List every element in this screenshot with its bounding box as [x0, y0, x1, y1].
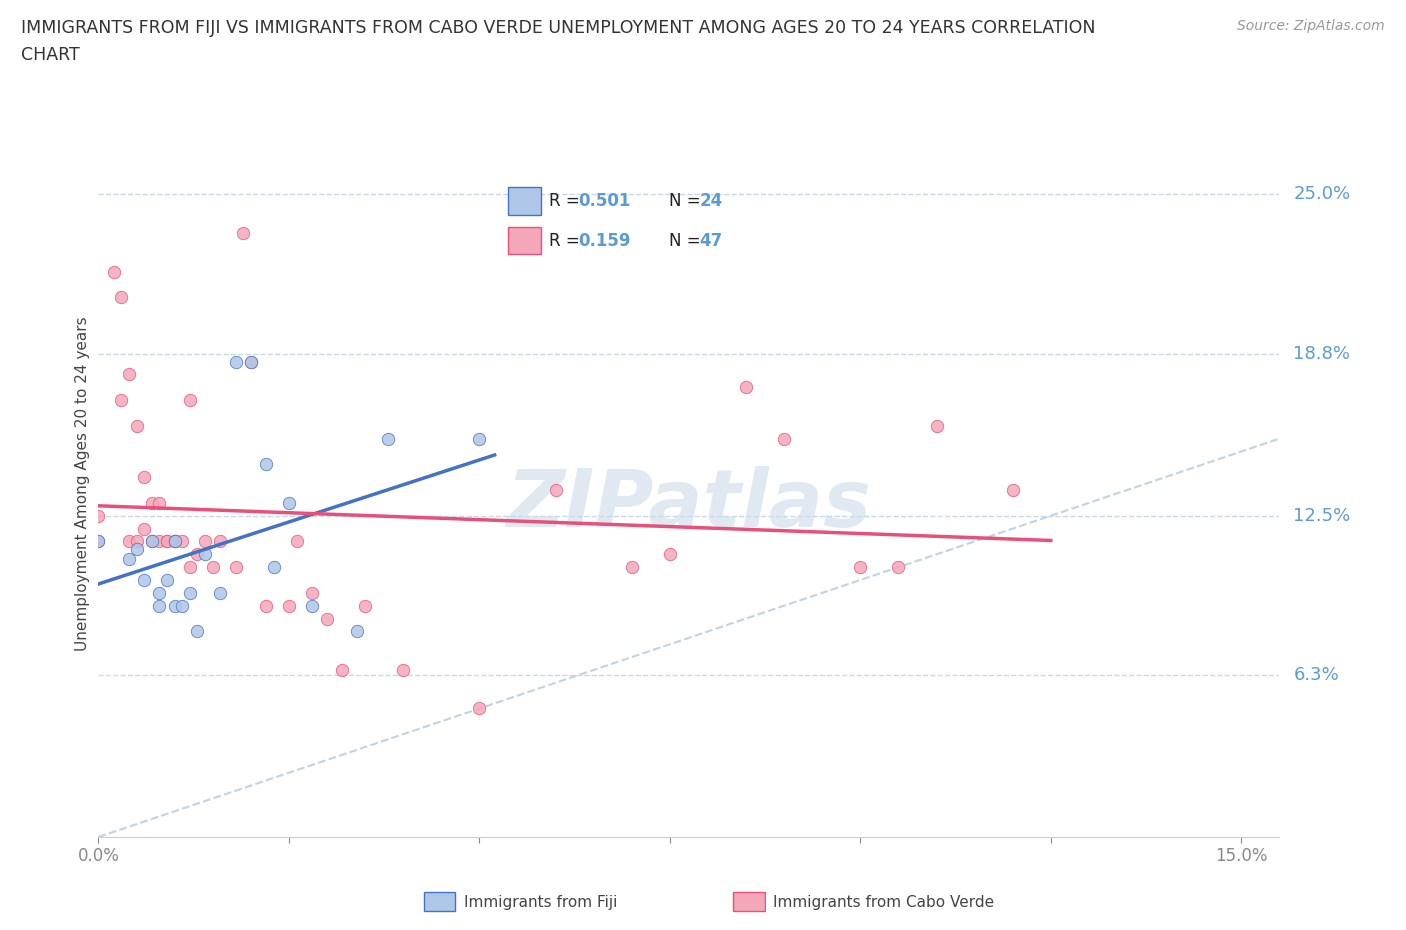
- Bar: [508, 227, 541, 254]
- Point: [925, 418, 948, 433]
- Point: [148, 598, 170, 613]
- Point: [125, 541, 148, 556]
- Point: [87, 534, 110, 549]
- Point: [277, 598, 299, 613]
- Point: [148, 496, 170, 511]
- Text: Immigrants from Fiji: Immigrants from Fiji: [464, 895, 617, 910]
- Point: [103, 264, 125, 279]
- Bar: [423, 893, 456, 911]
- Point: [468, 432, 491, 446]
- Point: [179, 585, 201, 600]
- Point: [172, 598, 194, 613]
- Point: [468, 701, 491, 716]
- Point: [209, 534, 232, 549]
- Point: [1001, 483, 1024, 498]
- Point: [148, 585, 170, 600]
- Y-axis label: Unemployment Among Ages 20 to 24 years: Unemployment Among Ages 20 to 24 years: [75, 316, 90, 651]
- Point: [887, 560, 910, 575]
- Point: [186, 547, 208, 562]
- Point: [232, 226, 254, 241]
- Point: [209, 585, 232, 600]
- Point: [301, 598, 323, 613]
- Text: 18.8%: 18.8%: [1294, 345, 1350, 363]
- Point: [125, 534, 148, 549]
- Point: [163, 534, 186, 549]
- Text: IMMIGRANTS FROM FIJI VS IMMIGRANTS FROM CABO VERDE UNEMPLOYMENT AMONG AGES 20 TO: IMMIGRANTS FROM FIJI VS IMMIGRANTS FROM …: [21, 19, 1095, 36]
- Text: 47: 47: [700, 232, 723, 249]
- Point: [301, 585, 323, 600]
- Point: [118, 367, 141, 382]
- Point: [134, 470, 156, 485]
- Point: [354, 598, 377, 613]
- Text: 12.5%: 12.5%: [1294, 507, 1351, 525]
- Point: [110, 290, 132, 305]
- Point: [194, 534, 217, 549]
- Point: [118, 534, 141, 549]
- Point: [277, 496, 299, 511]
- Point: [254, 598, 277, 613]
- Point: [239, 354, 262, 369]
- Point: [239, 354, 262, 369]
- Point: [773, 432, 796, 446]
- Text: R =: R =: [550, 193, 585, 210]
- Text: 24: 24: [700, 193, 723, 210]
- Text: N =: N =: [669, 232, 706, 249]
- Point: [225, 560, 247, 575]
- Point: [186, 624, 208, 639]
- Point: [179, 392, 201, 407]
- Text: 0.501: 0.501: [578, 193, 631, 210]
- Point: [392, 662, 415, 677]
- Point: [620, 560, 643, 575]
- Text: ZIPatlas: ZIPatlas: [506, 466, 872, 544]
- Point: [172, 534, 194, 549]
- Point: [544, 483, 567, 498]
- Point: [849, 560, 872, 575]
- Text: Immigrants from Cabo Verde: Immigrants from Cabo Verde: [773, 895, 994, 910]
- Point: [179, 560, 201, 575]
- Point: [316, 611, 339, 626]
- Point: [87, 534, 110, 549]
- Point: [141, 496, 163, 511]
- Point: [156, 534, 179, 549]
- Point: [118, 552, 141, 567]
- Point: [163, 534, 186, 549]
- Text: CHART: CHART: [21, 46, 80, 64]
- Point: [377, 432, 399, 446]
- Text: 0.159: 0.159: [578, 232, 631, 249]
- Point: [141, 534, 163, 549]
- Point: [201, 560, 224, 575]
- Point: [254, 457, 277, 472]
- Point: [285, 534, 308, 549]
- Point: [148, 534, 170, 549]
- Bar: [508, 188, 541, 215]
- Text: 6.3%: 6.3%: [1294, 666, 1339, 684]
- Point: [735, 379, 758, 394]
- Point: [125, 418, 148, 433]
- Bar: [733, 893, 765, 911]
- Text: N =: N =: [669, 193, 706, 210]
- Text: 25.0%: 25.0%: [1294, 185, 1351, 204]
- Point: [263, 560, 285, 575]
- Point: [141, 534, 163, 549]
- Point: [346, 624, 368, 639]
- Point: [194, 547, 217, 562]
- Point: [658, 547, 681, 562]
- Point: [134, 573, 156, 588]
- Point: [330, 662, 353, 677]
- Point: [156, 573, 179, 588]
- Point: [225, 354, 247, 369]
- Point: [110, 392, 132, 407]
- Point: [163, 598, 186, 613]
- Point: [163, 534, 186, 549]
- Point: [156, 534, 179, 549]
- Text: R =: R =: [550, 232, 585, 249]
- Text: Source: ZipAtlas.com: Source: ZipAtlas.com: [1237, 19, 1385, 33]
- Point: [87, 509, 110, 524]
- Point: [134, 521, 156, 536]
